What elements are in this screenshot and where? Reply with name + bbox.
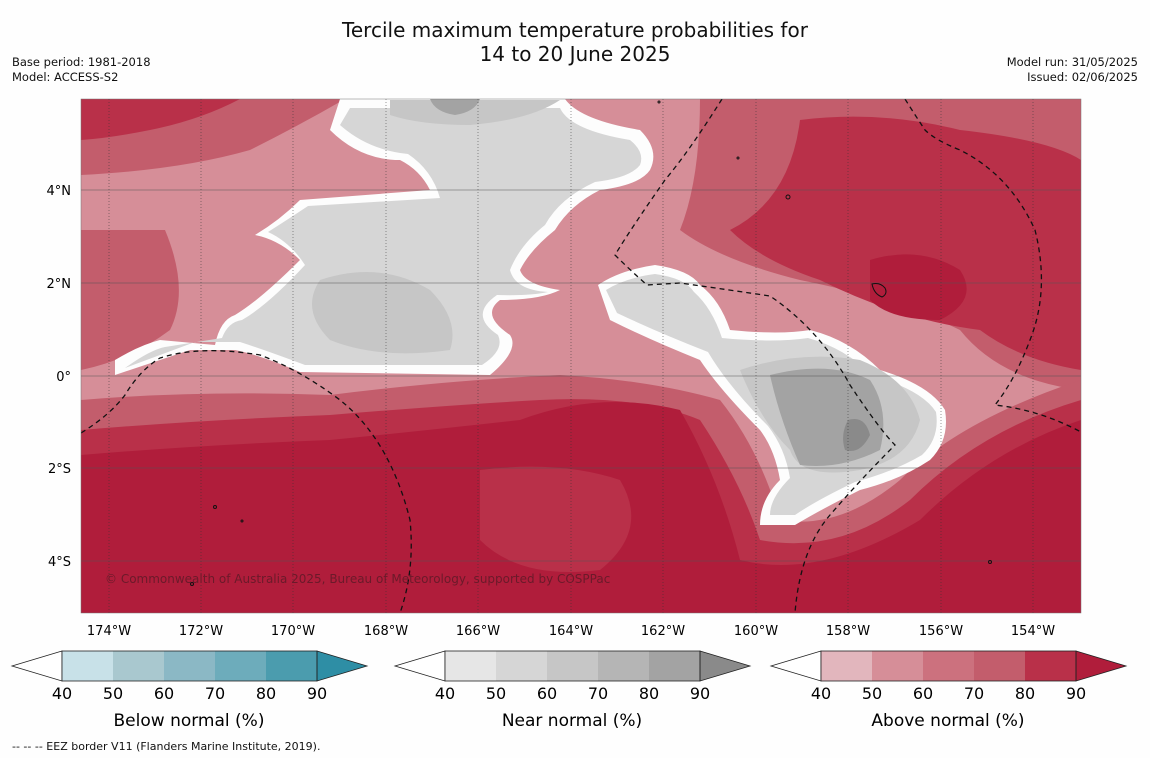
model-run: Model run: 31/05/2025 [1006,55,1138,69]
colorbar-near-normal: 40 50 60 70 80 90 Near normal (%) [393,650,752,731]
near-normal-region-west-core [312,272,453,354]
lon-tick-label: 158°W [826,624,870,639]
lat-tick-label: 0° [56,370,71,385]
lon-tick-label: 172°W [179,624,223,639]
colorbar-extend-low [393,650,446,682]
lon-tick-label: 164°W [549,624,593,639]
above-normal-region-nw-core [81,99,240,140]
colorbar-label: Above normal (%) [871,711,1024,731]
island-outlines [190,100,992,586]
colorbar-tick: 60 [537,684,557,703]
title-line-1: Tercile maximum temperature probabilitie… [342,18,808,42]
lon-tick-labels: 174°W 172°W 170°W 168°W 166°W 164°W 162°… [87,624,1055,639]
colorbar-swatch [445,651,496,681]
colorbar-tick: 40 [811,684,831,703]
colorbar-swatch [266,651,317,681]
near-normal-peak-west [430,99,480,115]
lon-tick-label: 170°W [271,624,315,639]
colorbar-label: Below normal (%) [114,711,265,731]
above-normal-region-ne-peak [870,254,967,320]
colorbar-tick: 60 [154,684,174,703]
colorbar-swatch [1025,651,1076,681]
colorbar-swatch [547,651,598,681]
colorbar-extend-high [316,650,369,682]
colorbar-tick: 40 [52,684,72,703]
colorbar-above-normal: 40 50 60 70 80 90 Above normal (%) [769,650,1128,731]
map-area [81,99,1081,613]
chart-title: Tercile maximum temperature probabilitie… [0,18,1150,66]
colorbar-swatch [872,651,923,681]
colorbar-swatch [62,651,113,681]
lon-tick-label: 154°W [1011,624,1055,639]
colorbar-tick: 80 [1015,684,1035,703]
lat-tick-label: 2°N [47,277,72,292]
colorbar-tick: 50 [486,684,506,703]
lon-tick-label: 174°W [87,624,131,639]
colorbar-swatch [821,651,872,681]
colorbar-tick: 90 [690,684,710,703]
colorbar-frame [61,650,318,682]
colorbar-swatch [923,651,974,681]
model-name: Model: ACCESS-S2 [12,70,119,84]
colorbar-tick: 80 [256,684,276,703]
colorbar-label: Near normal (%) [502,711,642,731]
near-normal-region-west-north [390,100,560,125]
colorbar-tick: 70 [964,684,984,703]
meta-right: Model run: 31/05/2025 Issued: 02/06/2025 [1007,55,1138,85]
colorbar-tick: 50 [862,684,882,703]
above-normal-region-south-patch [480,466,632,572]
meta-left: Base period: 1981-2018 Model: ACCESS-S2 [12,55,151,85]
colorbar-tick: 40 [435,684,455,703]
colorbar-below-normal: 40 50 60 70 80 90 Below normal (%) [10,650,369,731]
lon-tick-label: 166°W [456,624,500,639]
colorbar-tick: 80 [639,684,659,703]
colorbar-tick: 70 [588,684,608,703]
lat-tick-label: 2°S [48,462,71,477]
map-frame [80,98,1082,614]
lon-tick-label: 162°W [641,624,685,639]
colorbar-swatch [215,651,266,681]
near-normal-region-west [125,108,642,368]
eez-borders [81,99,1081,613]
colorbar-extend-low [10,650,63,682]
above-normal-region-west [81,230,179,370]
colorbar-swatch [598,651,649,681]
lat-tick-labels: 4°N 2°N 0° 2°S 4°S [47,184,72,570]
colorbar-tick: 50 [103,684,123,703]
eez-footnote: -- -- -- EEZ border V11 (Flanders Marine… [12,740,321,753]
colorbar-tick: 70 [205,684,225,703]
lat-tick-label: 4°N [47,184,72,199]
colorbar-swatch [974,651,1025,681]
colorbar-extend-low [769,650,822,682]
colorbar-swatch [496,651,547,681]
colorbar-frame [444,650,701,682]
lon-tick-label: 156°W [919,624,963,639]
issued-date: Issued: 02/06/2025 [1027,70,1138,84]
colorbar-extend-high [1075,650,1128,682]
base-period: Base period: 1981-2018 [12,55,151,69]
colorbar-extend-high [699,650,752,682]
lon-tick-label: 168°W [364,624,408,639]
colorbar-tick: 90 [1066,684,1086,703]
colorbar-tick: 90 [307,684,327,703]
colorbar-swatch [113,651,164,681]
colorbar-tick: 60 [913,684,933,703]
near-normal-peak-east [843,419,870,451]
above-normal-region-ne-core [730,116,1081,371]
colorbar-swatch [649,651,700,681]
lat-tick-label: 4°S [48,555,71,570]
copyright-text: © Commonwealth of Australia 2025, Bureau… [105,572,610,586]
title-line-2: 14 to 20 June 2025 [479,42,671,66]
lon-tick-label: 160°W [734,624,778,639]
colorbar-swatch [164,651,215,681]
map-latlines [81,189,1081,562]
colorbar-frame [820,650,1077,682]
